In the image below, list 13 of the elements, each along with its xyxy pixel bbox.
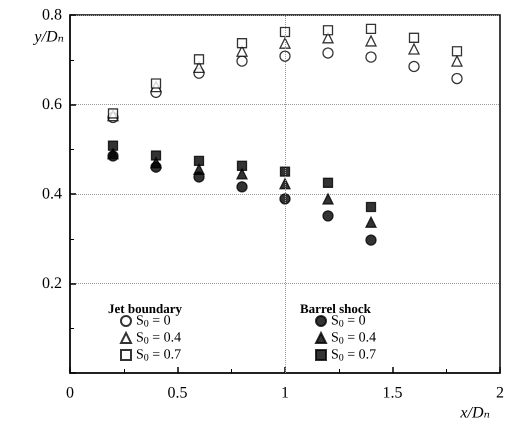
x-tick-label: 0.5 xyxy=(168,384,188,402)
x-axis-title: x/Dₙ xyxy=(459,404,490,422)
y-tick-label: 0.4 xyxy=(42,186,62,202)
x-tick-label: 1.5 xyxy=(382,384,402,402)
x-tick-label: 2 xyxy=(496,384,504,402)
x-tick-label: 0 xyxy=(66,384,74,402)
y-tick-label: 0.8 xyxy=(42,6,62,24)
x-tick-label: 1 xyxy=(281,384,289,402)
y-tick-label: 0.2 xyxy=(42,275,62,292)
y-axis-title: y/Dₙ xyxy=(32,28,64,46)
y-tick-label: 0.6 xyxy=(42,96,62,113)
annotation: Jet boundary xyxy=(108,301,183,316)
annotation: Barrel shock xyxy=(300,301,372,316)
